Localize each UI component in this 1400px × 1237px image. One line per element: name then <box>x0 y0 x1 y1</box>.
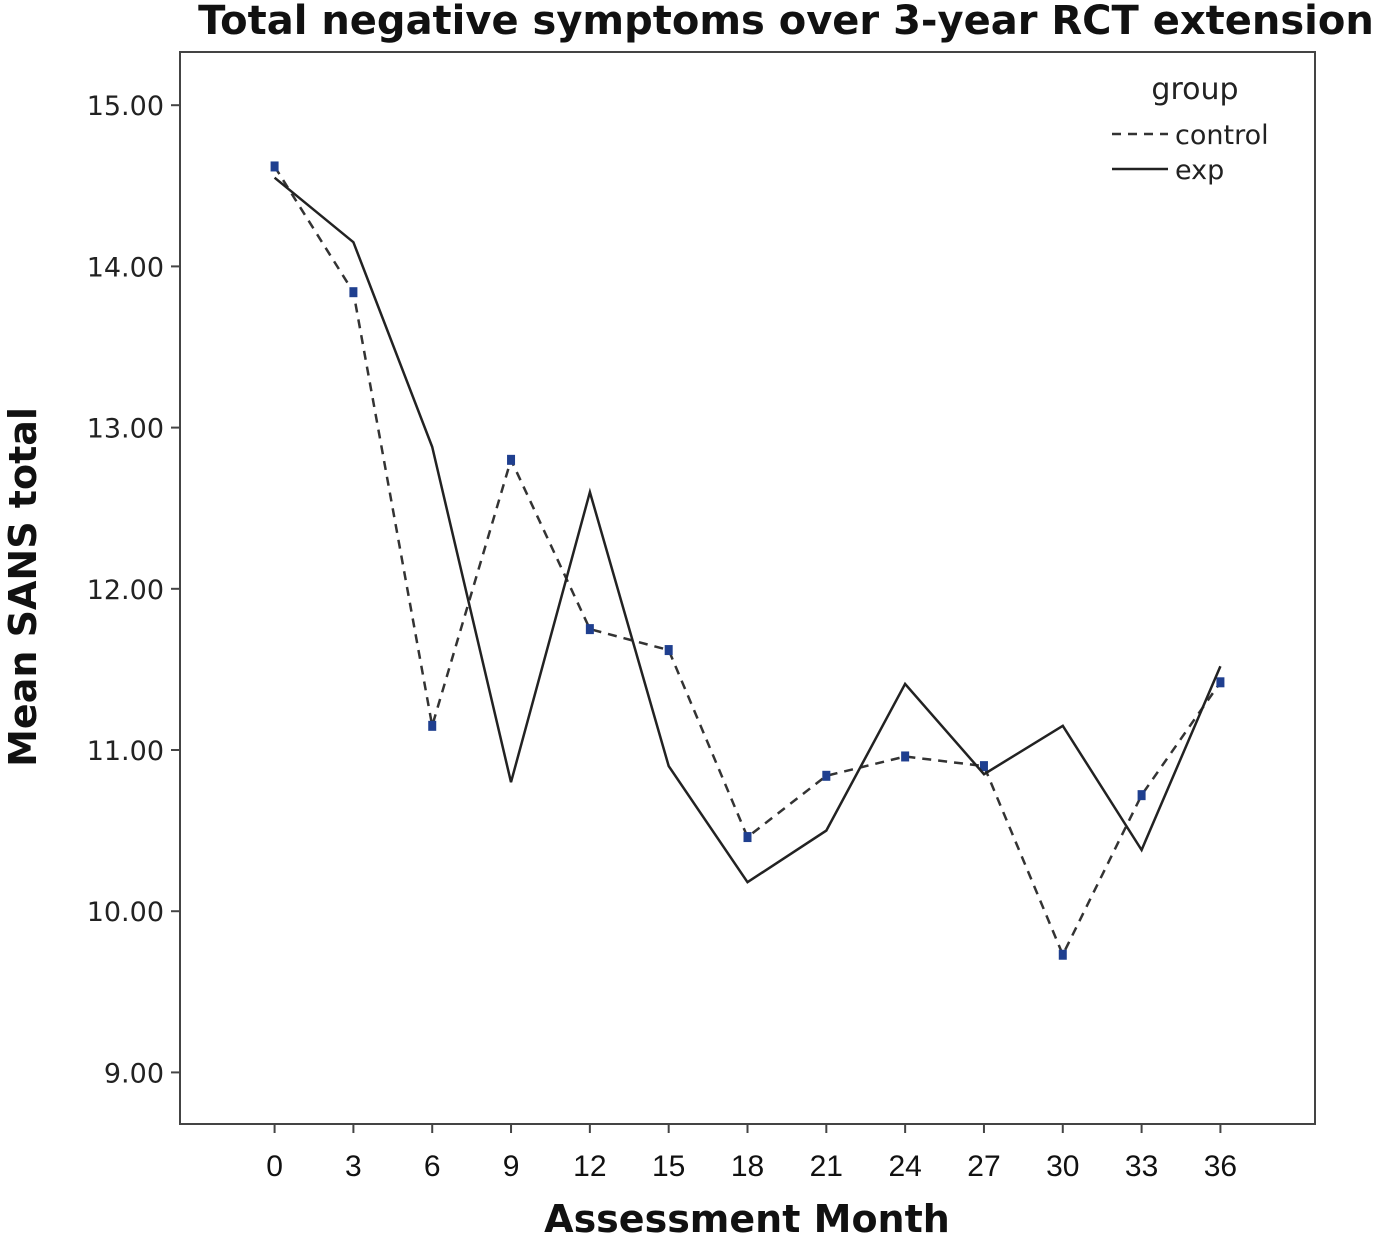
data-point-control <box>349 287 358 298</box>
x-axis-title: Assessment Month <box>544 1197 950 1237</box>
x-tick-label: 18 <box>731 1150 764 1183</box>
legend: group control exp <box>1112 72 1269 186</box>
y-tick-label: 12.00 <box>87 575 164 606</box>
data-point-control <box>507 454 516 465</box>
x-tick-label: 9 <box>503 1150 520 1183</box>
y-tick-label: 13.00 <box>87 414 164 445</box>
data-point-control <box>1058 949 1067 960</box>
plot-area <box>179 51 1316 1125</box>
data-point-control <box>979 761 988 772</box>
chart-title: Total negative symptoms over 3-year RCT … <box>198 0 1374 44</box>
data-point-control <box>585 624 594 635</box>
y-axis-title: Mean SANS total <box>1 407 45 767</box>
y-tick-label: 10.00 <box>87 897 164 928</box>
data-point-control <box>428 720 437 731</box>
y-axis: 9.00 10.00 11.00 12.00 13.00 14.00 15.00 <box>87 91 180 1089</box>
series-line-exp <box>273 176 1222 884</box>
x-axis: 0 3 6 9 12 15 18 21 24 27 30 33 36 <box>266 1124 1237 1183</box>
legend-label-control: control <box>1175 120 1269 151</box>
data-point-control <box>743 832 752 843</box>
legend-label-exp: exp <box>1175 155 1224 186</box>
x-tick-label: 0 <box>266 1150 283 1183</box>
x-tick-label: 3 <box>345 1150 362 1183</box>
data-point-control <box>1137 790 1146 801</box>
data-point-control <box>664 645 673 656</box>
series-layer <box>270 161 1225 960</box>
x-tick-label: 6 <box>424 1150 441 1183</box>
data-point-control <box>822 770 831 781</box>
x-tick-label: 21 <box>810 1150 843 1183</box>
x-tick-label: 30 <box>1046 1150 1079 1183</box>
x-tick-label: 24 <box>888 1150 921 1183</box>
y-tick-label: 15.00 <box>87 91 164 122</box>
x-tick-label: 33 <box>1125 1150 1158 1183</box>
y-tick-label: 11.00 <box>87 736 164 767</box>
x-tick-label: 27 <box>967 1150 1000 1183</box>
x-tick-label: 36 <box>1204 1150 1237 1183</box>
x-tick-label: 15 <box>652 1150 685 1183</box>
x-tick-label: 12 <box>573 1150 606 1183</box>
data-point-control <box>1216 677 1225 688</box>
data-point-control <box>270 161 279 172</box>
legend-title: group <box>1151 72 1238 107</box>
data-point-control <box>901 751 910 762</box>
y-tick-label: 9.00 <box>104 1058 164 1089</box>
y-tick-label: 14.00 <box>87 252 164 283</box>
